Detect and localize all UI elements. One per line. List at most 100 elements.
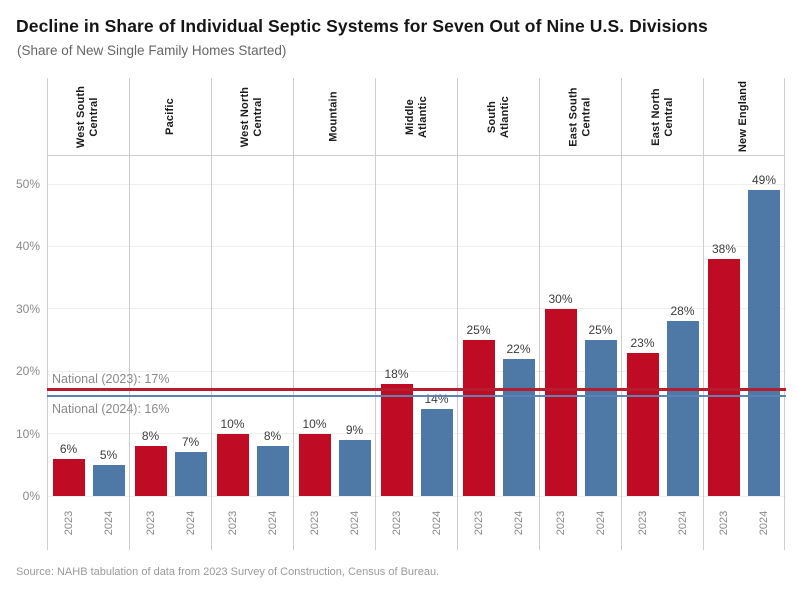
bar-2023 [52, 458, 85, 496]
year-slot: 2024 [748, 496, 780, 550]
bar-2023 [626, 352, 659, 496]
bar-value-label: 30% [548, 291, 573, 306]
bar-value-label: 25% [466, 323, 491, 338]
division-label: West North Central [239, 86, 265, 147]
bar-2024 [666, 321, 699, 496]
division-label: Pacific [164, 98, 176, 135]
year-axis: 2023 2024 [130, 496, 211, 550]
division-label: East North Central [649, 87, 675, 146]
year-tick-label: 2024 [676, 510, 689, 536]
bar-column-2023: 8% [134, 429, 167, 496]
year-slot: 2024 [93, 496, 125, 550]
year-axis: 2023 2024 [376, 496, 457, 550]
bar-value-label: 6% [59, 441, 78, 456]
year-axis: 2023 2024 [294, 496, 375, 550]
bar-2023 [462, 340, 495, 496]
bar-group: 23% 28% [622, 156, 703, 496]
chart-title: Decline in Share of Individual Septic Sy… [16, 16, 708, 36]
bar-value-label: 5% [99, 447, 118, 462]
bar-group: 25% 22% [458, 156, 539, 496]
division-label: East South Central [567, 86, 593, 147]
bar-2024 [92, 464, 125, 496]
year-tick-label: 2023 [390, 510, 403, 536]
bar-column-2024: 49% [748, 173, 780, 496]
division-label: Mountain [327, 91, 340, 142]
division-header: Mountain [294, 78, 375, 156]
bar-2023 [380, 383, 413, 496]
y-axis-tick-label: 20% [15, 364, 40, 379]
bar-2024 [420, 408, 453, 496]
y-axis-tick-label: 50% [15, 177, 40, 192]
bar-value-label: 14% [424, 391, 449, 406]
year-slot: 2023 [708, 496, 740, 550]
year-slot: 2023 [463, 496, 495, 550]
bar-column-2024: 14% [420, 391, 453, 496]
bar-column-2024: 25% [584, 323, 617, 496]
bar-column-2024: 28% [666, 304, 699, 496]
year-tick-label: 2023 [718, 510, 730, 536]
bar-2023 [544, 308, 577, 496]
division-header: West North Central [212, 78, 293, 156]
division-panel: East North Central 23% 28% 2023 2024 [621, 78, 703, 550]
bar-value-label: 10% [302, 416, 327, 431]
bar-column-2023: 6% [52, 441, 85, 496]
year-slot: 2024 [339, 496, 371, 550]
bar-2023 [134, 446, 167, 496]
bar-chart: 0% 10% 20% 30% 40% 50% West South Central 6% 5%… [0, 78, 799, 550]
bar-column-2023: 30% [544, 291, 577, 496]
y-axis-tick-label: 0% [22, 489, 40, 503]
division-header: East South Central [540, 78, 621, 156]
year-slot: 2023 [217, 496, 249, 550]
division-panel: South Atlantic 25% 22% 2023 2024 [457, 78, 539, 550]
bar-group: 10% 9% [294, 156, 375, 496]
bar-2024 [338, 439, 371, 496]
y-axis-tick-label: 10% [15, 426, 40, 441]
year-tick-label: 2024 [430, 510, 443, 536]
bar-column-2023: 18% [380, 366, 413, 496]
bar-value-label: 22% [506, 341, 531, 356]
y-axis-tick-label: 40% [15, 239, 40, 254]
division-panel: New England 38% 49% 2023 2024 [703, 78, 785, 550]
bar-column-2023: 38% [708, 242, 740, 496]
division-label: South Atlantic [485, 95, 511, 138]
division-panel: Mountain 10% 9% 2023 2024 [293, 78, 375, 550]
chart-panels: West South Central 6% 5% 2023 2024 Pacific 8% 7… [47, 78, 786, 550]
division-label: New England [737, 80, 750, 153]
bar-value-label: 10% [220, 416, 245, 431]
year-tick-label: 2023 [308, 510, 321, 536]
year-slot: 2023 [381, 496, 413, 550]
year-axis: 2023 2024 [48, 496, 129, 550]
bar-value-label: 8% [263, 429, 282, 444]
year-tick-label: 2024 [594, 510, 607, 536]
year-slot: 2024 [421, 496, 453, 550]
division-header: Pacific [130, 78, 211, 156]
bar-2024 [502, 358, 535, 496]
bar-group: 30% 25% [540, 156, 621, 496]
bar-column-2023: 23% [626, 336, 659, 496]
year-slot: 2023 [627, 496, 659, 550]
division-label: West South Central [75, 85, 101, 148]
bar-value-label: 28% [670, 304, 695, 319]
division-panel: Pacific 8% 7% 2023 2024 [129, 78, 211, 550]
division-panel: West North Central 10% 8% 2023 2024 [211, 78, 293, 550]
year-tick-label: 2023 [554, 510, 567, 536]
bar-column-2024: 22% [502, 341, 535, 496]
year-tick-label: 2023 [636, 510, 649, 536]
bar-value-label: 25% [588, 323, 613, 338]
year-slot: 2024 [175, 496, 207, 550]
year-axis: 2023 2024 [540, 496, 621, 550]
y-axis-tick-label: 30% [15, 301, 40, 316]
bar-2024 [748, 190, 780, 496]
year-tick-label: 2023 [226, 510, 239, 536]
bar-value-label: 9% [345, 422, 364, 437]
bar-column-2024: 7% [174, 435, 207, 496]
bar-value-label: 49% [751, 173, 777, 188]
year-axis: 2023 2024 [212, 496, 293, 550]
bar-value-label: 7% [181, 435, 200, 450]
bar-2024 [174, 452, 207, 496]
bar-value-label: 18% [384, 366, 409, 381]
bar-group: 8% 7% [130, 156, 211, 496]
bar-value-label: 8% [141, 429, 160, 444]
year-tick-label: 2023 [144, 510, 157, 536]
